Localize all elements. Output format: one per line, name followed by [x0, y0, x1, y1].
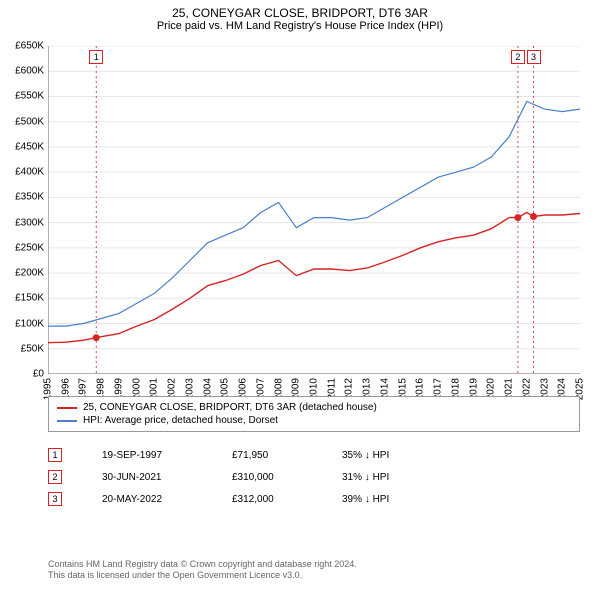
- event-row: 2 30-JUN-2021£310,00031% ↓ HPI: [48, 466, 580, 488]
- legend-swatch: [57, 407, 77, 409]
- chart-area: £0£50K£100K£150K£200K£250K£300K£350K£400…: [48, 46, 580, 374]
- y-tick-label: £400K: [15, 167, 44, 178]
- legend-label: HPI: Average price, detached house, Dors…: [83, 415, 278, 426]
- event-date: 19-SEP-1997: [102, 450, 232, 461]
- footer-attribution: Contains HM Land Registry data © Crown c…: [48, 559, 580, 582]
- y-tick-label: £100K: [15, 318, 44, 329]
- line-chart: [48, 46, 580, 374]
- event-price: £310,000: [232, 472, 342, 483]
- legend: 25, CONEYGAR CLOSE, BRIDPORT, DT6 3AR (d…: [48, 396, 580, 432]
- event-price: £71,950: [232, 450, 342, 461]
- legend-swatch: [57, 420, 77, 422]
- event-row: 3 20-MAY-2022£312,00039% ↓ HPI: [48, 488, 580, 510]
- event-delta: 39% ↓ HPI: [342, 494, 580, 505]
- event-delta: 31% ↓ HPI: [342, 472, 580, 483]
- legend-label: 25, CONEYGAR CLOSE, BRIDPORT, DT6 3AR (d…: [83, 402, 377, 413]
- event-marker: 3: [48, 492, 62, 506]
- event-date: 30-JUN-2021: [102, 472, 232, 483]
- y-tick-label: £250K: [15, 242, 44, 253]
- y-tick-label: £550K: [15, 91, 44, 102]
- chart-subtitle: Price paid vs. HM Land Registry's House …: [0, 20, 600, 36]
- series-hpi: [48, 102, 580, 327]
- event-price: £312,000: [232, 494, 342, 505]
- footer-line: This data is licensed under the Open Gov…: [48, 570, 580, 582]
- y-tick-label: £50K: [21, 343, 44, 354]
- event-marker: 2: [48, 470, 62, 484]
- event-marker: 1: [48, 448, 62, 462]
- y-tick-label: £650K: [15, 41, 44, 52]
- y-tick-label: £350K: [15, 192, 44, 203]
- sale-events-table: 1 19-SEP-1997£71,95035% ↓ HPI 2 30-JUN-2021…: [48, 444, 580, 510]
- sale-marker-3: 3: [527, 50, 541, 64]
- y-tick-label: £500K: [15, 116, 44, 127]
- y-tick-label: £600K: [15, 66, 44, 77]
- legend-item-price_paid: 25, CONEYGAR CLOSE, BRIDPORT, DT6 3AR (d…: [57, 401, 571, 414]
- y-tick-label: £300K: [15, 217, 44, 228]
- y-tick-label: £150K: [15, 293, 44, 304]
- y-tick-label: £450K: [15, 141, 44, 152]
- event-row: 1 19-SEP-1997£71,95035% ↓ HPI: [48, 444, 580, 466]
- sale-marker-2: 2: [511, 50, 525, 64]
- sale-marker-1: 1: [89, 50, 103, 64]
- event-date: 20-MAY-2022: [102, 494, 232, 505]
- chart-title: 25, CONEYGAR CLOSE, BRIDPORT, DT6 3AR: [0, 0, 600, 20]
- footer-line: Contains HM Land Registry data © Crown c…: [48, 559, 580, 571]
- legend-item-hpi: HPI: Average price, detached house, Dors…: [57, 414, 571, 427]
- y-tick-label: £200K: [15, 268, 44, 279]
- event-delta: 35% ↓ HPI: [342, 450, 580, 461]
